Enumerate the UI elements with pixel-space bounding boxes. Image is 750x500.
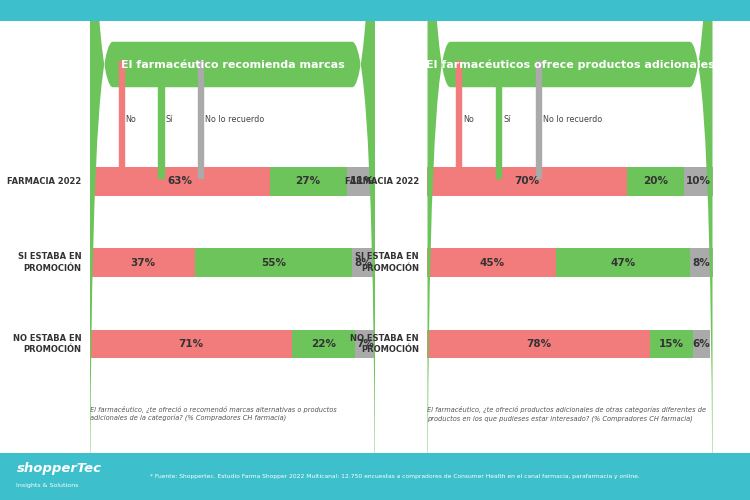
Bar [427,167,627,196]
Text: 55%: 55% [261,258,286,268]
Bar [536,61,541,178]
Text: * Fuente: Shoppertec. Estudio Farma Shopper 2022 Multicanal: 12.750 encuestas a : * Fuente: Shoppertec. Estudio Farma Shop… [150,474,640,479]
Text: 22%: 22% [311,339,336,349]
Text: 45%: 45% [479,258,504,268]
Bar [118,61,124,178]
Bar [650,330,692,358]
Bar [355,330,375,358]
Text: 15%: 15% [658,339,684,349]
Text: 7%: 7% [356,339,374,349]
FancyBboxPatch shape [427,0,712,500]
Text: El farmacéuticos ofrece productos adicionales: El farmacéuticos ofrece productos adicio… [426,59,714,70]
Text: 78%: 78% [526,339,551,349]
Text: 37%: 37% [130,258,155,268]
Text: Sí: Sí [166,116,173,124]
Bar [196,248,352,277]
Bar [90,330,292,358]
Text: 8%: 8% [355,258,373,268]
Text: 27%: 27% [296,176,320,186]
Bar [456,61,461,178]
Text: 63%: 63% [167,176,192,186]
Text: No lo recuerdo: No lo recuerdo [543,116,602,124]
Text: FARMACIA 2022: FARMACIA 2022 [8,177,82,186]
Text: 10%: 10% [686,176,711,186]
Bar [556,248,690,277]
Text: 71%: 71% [178,339,204,349]
Bar [198,61,203,178]
Bar [627,167,684,196]
Bar [90,167,269,196]
Bar [692,330,709,358]
Bar [427,248,556,277]
Text: No: No [125,116,136,124]
Bar [496,61,501,178]
Bar [158,61,164,178]
Bar [346,167,378,196]
Text: NO ESTABA EN
PROMOCIÓN: NO ESTABA EN PROMOCIÓN [13,334,82,354]
Text: El farmacéutico, ¿te ofreció productos adicionales de otras categorías diferente: El farmacéutico, ¿te ofreció productos a… [427,406,706,422]
Bar [427,330,650,358]
Bar [269,167,346,196]
Text: No lo recuerdo: No lo recuerdo [206,116,265,124]
Text: El farmacéutico, ¿te ofreció o recomendó marcas alternativas o productos
adicion: El farmacéutico, ¿te ofreció o recomendó… [90,406,337,422]
Text: SI ESTABA EN
PROMOCIÓN: SI ESTABA EN PROMOCIÓN [356,252,419,273]
Bar [292,330,355,358]
Text: No: No [463,116,474,124]
Text: NO ESTABA EN
PROMOCIÓN: NO ESTABA EN PROMOCIÓN [350,334,419,354]
Text: 11%: 11% [350,176,375,186]
Text: FARMACIA 2022: FARMACIA 2022 [345,177,419,186]
Text: 70%: 70% [514,176,540,186]
Text: 8%: 8% [692,258,710,268]
Text: shopperTec: shopperTec [16,462,101,475]
Text: SI ESTABA EN
PROMOCIÓN: SI ESTABA EN PROMOCIÓN [18,252,82,273]
Text: El farmacéutico recomienda marcas: El farmacéutico recomienda marcas [121,60,344,70]
Bar [690,248,712,277]
Bar [90,248,196,277]
Bar [352,248,375,277]
Text: Sí: Sí [503,116,511,124]
Text: 6%: 6% [692,339,710,349]
Text: 47%: 47% [610,258,635,268]
FancyBboxPatch shape [90,0,375,500]
Bar [684,167,712,196]
Text: 20%: 20% [643,176,668,186]
Text: Insights & Solutions: Insights & Solutions [16,484,79,488]
